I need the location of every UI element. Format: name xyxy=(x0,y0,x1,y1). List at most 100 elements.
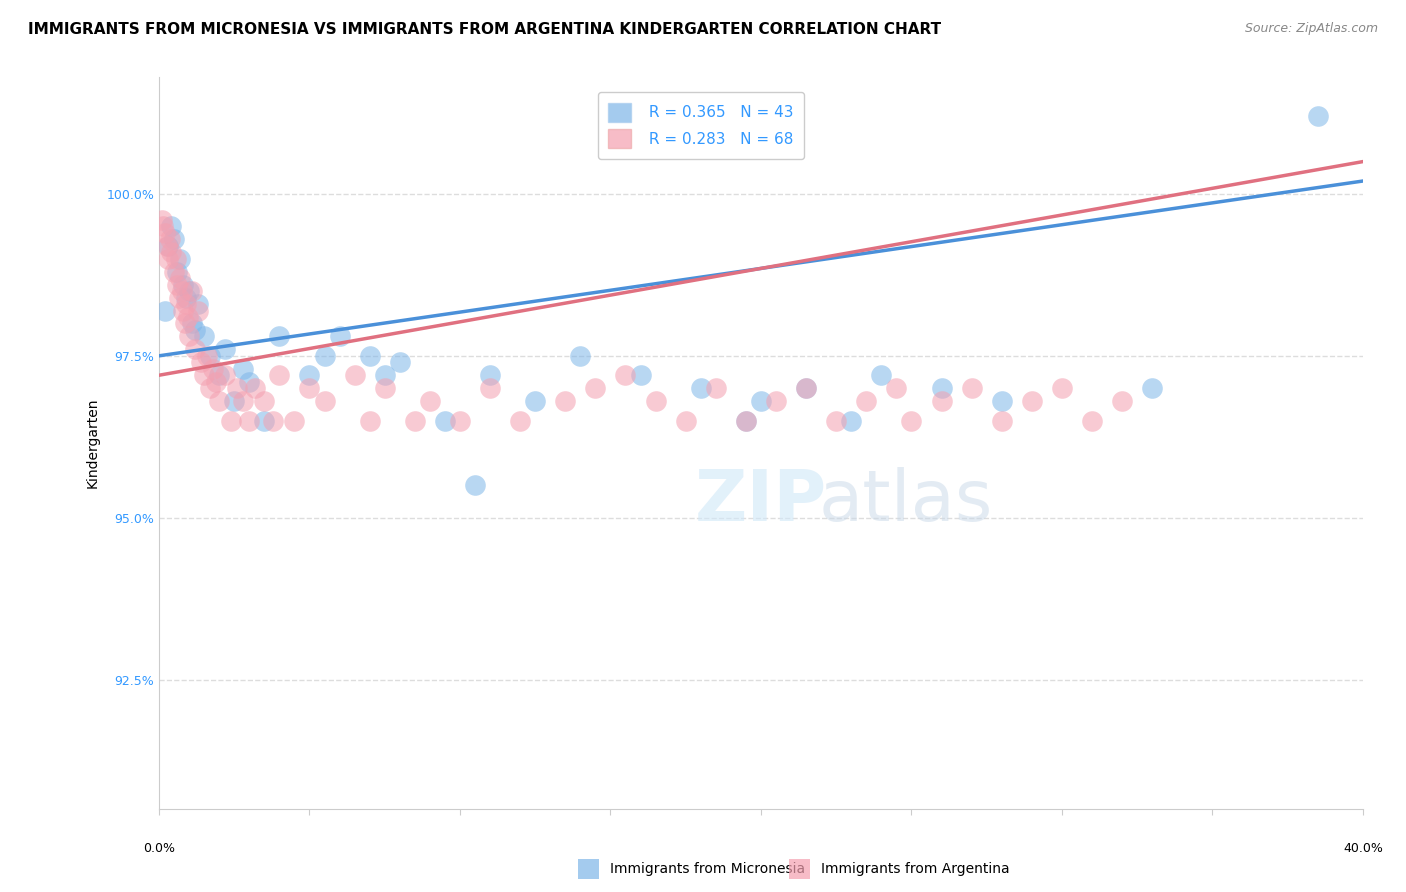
Point xyxy=(900,413,922,427)
Point xyxy=(433,413,456,427)
Point xyxy=(262,413,284,427)
Point xyxy=(174,291,197,305)
Point xyxy=(172,303,194,318)
Point xyxy=(630,368,652,383)
Point xyxy=(931,394,953,409)
Point xyxy=(479,368,502,383)
Point xyxy=(156,239,179,253)
Point xyxy=(794,381,817,395)
Point xyxy=(464,478,486,492)
Point xyxy=(150,212,173,227)
Point xyxy=(205,375,228,389)
Point xyxy=(165,252,187,266)
Point xyxy=(184,323,207,337)
Point xyxy=(283,413,305,427)
Text: 40.0%: 40.0% xyxy=(1343,842,1384,855)
Text: 0.0%: 0.0% xyxy=(143,842,174,855)
Point xyxy=(160,245,183,260)
Point xyxy=(163,265,186,279)
Point xyxy=(388,355,411,369)
Point xyxy=(153,226,176,240)
Point xyxy=(269,368,291,383)
Point xyxy=(198,381,221,395)
Point xyxy=(870,368,893,383)
Point xyxy=(734,413,756,427)
Point xyxy=(187,297,209,311)
Point xyxy=(855,394,877,409)
Point xyxy=(298,381,321,395)
Point xyxy=(238,413,260,427)
Text: Source: ZipAtlas.com: Source: ZipAtlas.com xyxy=(1244,22,1378,36)
Point xyxy=(208,394,231,409)
Point xyxy=(419,394,441,409)
Point xyxy=(614,368,637,383)
Point xyxy=(177,329,200,343)
Point xyxy=(479,381,502,395)
Point xyxy=(449,413,471,427)
Text: ZIP: ZIP xyxy=(695,467,827,536)
Point xyxy=(825,413,848,427)
Point xyxy=(169,252,191,266)
Point xyxy=(509,413,531,427)
Point xyxy=(374,381,396,395)
Point xyxy=(329,329,352,343)
Point xyxy=(173,317,195,331)
Point xyxy=(226,381,249,395)
Text: atlas: atlas xyxy=(818,467,993,536)
Point xyxy=(156,252,179,266)
Point xyxy=(166,277,188,292)
Point xyxy=(181,284,204,298)
Point xyxy=(163,232,186,246)
Point xyxy=(1021,394,1043,409)
Point xyxy=(166,265,188,279)
Point xyxy=(990,394,1012,409)
Point xyxy=(734,413,756,427)
Point xyxy=(202,361,225,376)
Point xyxy=(153,303,176,318)
Point xyxy=(224,394,246,409)
Point xyxy=(404,413,426,427)
Point xyxy=(931,381,953,395)
Point xyxy=(172,277,194,292)
Point xyxy=(554,394,576,409)
Point xyxy=(569,349,592,363)
Point xyxy=(314,394,336,409)
Point xyxy=(208,368,231,383)
Point xyxy=(253,413,276,427)
Point xyxy=(583,381,606,395)
Point xyxy=(198,349,221,363)
Point xyxy=(176,310,198,324)
Point xyxy=(644,394,666,409)
Point xyxy=(232,361,254,376)
Point xyxy=(960,381,983,395)
Text: Immigrants from Micronesia: Immigrants from Micronesia xyxy=(610,862,806,876)
Point xyxy=(184,343,207,357)
Point xyxy=(232,394,254,409)
Point xyxy=(159,232,181,246)
Point xyxy=(214,343,236,357)
Point xyxy=(374,368,396,383)
Point xyxy=(193,329,215,343)
Point xyxy=(1081,413,1104,427)
Point xyxy=(167,291,190,305)
Point xyxy=(689,381,711,395)
Point xyxy=(245,381,267,395)
Point xyxy=(1306,109,1329,123)
Point xyxy=(238,375,260,389)
Point xyxy=(298,368,321,383)
Point xyxy=(749,394,772,409)
Point xyxy=(177,284,200,298)
Point xyxy=(839,413,862,427)
Point xyxy=(174,297,197,311)
Point xyxy=(1111,394,1133,409)
Point xyxy=(169,271,191,285)
Point xyxy=(195,349,218,363)
Point xyxy=(190,355,212,369)
Point xyxy=(886,381,908,395)
Point xyxy=(160,219,183,234)
Point xyxy=(219,413,242,427)
Point xyxy=(269,329,291,343)
Point xyxy=(187,303,209,318)
Point xyxy=(314,349,336,363)
Point xyxy=(1050,381,1073,395)
